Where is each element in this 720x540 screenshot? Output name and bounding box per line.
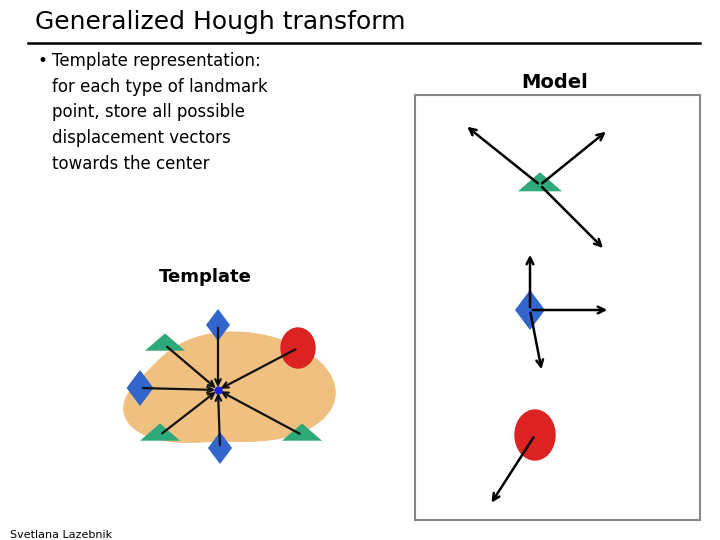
Text: Template: Template [158, 268, 251, 286]
Polygon shape [208, 432, 232, 464]
Ellipse shape [281, 328, 315, 368]
Polygon shape [127, 370, 153, 406]
Text: Model: Model [521, 73, 588, 92]
Polygon shape [140, 423, 180, 441]
Ellipse shape [515, 410, 555, 460]
Text: Svetlana Lazebnik: Svetlana Lazebnik [10, 530, 112, 540]
Polygon shape [282, 423, 322, 441]
Polygon shape [518, 172, 562, 191]
Bar [415, 95, 700, 520]
Polygon shape [206, 309, 230, 341]
Polygon shape [515, 290, 545, 330]
Text: •: • [37, 52, 47, 70]
Text: Generalized Hough transform: Generalized Hough transform [35, 10, 405, 34]
Polygon shape [145, 333, 185, 350]
Polygon shape [124, 332, 335, 442]
Text: Template representation:
for each type of landmark
point, store all possible
dis: Template representation: for each type o… [52, 52, 268, 173]
